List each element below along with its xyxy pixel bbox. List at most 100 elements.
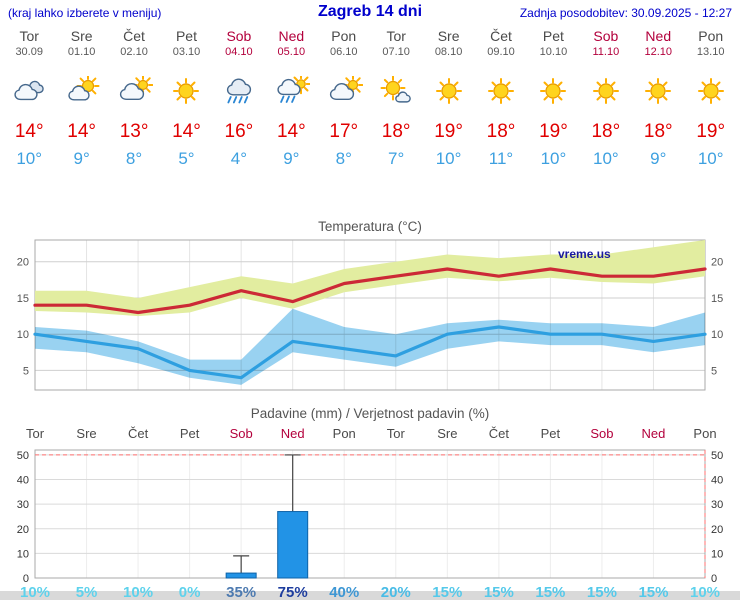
precip-day-label: Pon: [693, 426, 716, 441]
day-icon-wrap: [475, 60, 527, 116]
day-high-temp: 19°: [434, 121, 463, 142]
precip-probability-label: 15%: [535, 584, 565, 600]
day-low-temp: 8°: [335, 149, 352, 168]
day-date-label: 04.10: [225, 46, 253, 58]
day-date-label: 10.10: [539, 46, 568, 58]
precip-bar: [225, 572, 257, 579]
temperature-chart-title: Temperatura (°C): [318, 219, 422, 234]
precip-ytick-right: 20: [711, 524, 723, 536]
day-icon-wrap: [632, 60, 684, 116]
day-date-label: 30.09: [15, 46, 43, 58]
day-low-temp: 9°: [73, 149, 90, 168]
cloudy-icon: [14, 80, 44, 101]
day-icon-wrap: [160, 60, 212, 116]
temp-ytick-left: 15: [17, 293, 29, 305]
day-low-temp: 9°: [650, 149, 667, 168]
precip-day-label: Sre: [437, 426, 457, 441]
day-high-temp: 18°: [643, 121, 673, 142]
day-date-label: 12.10: [644, 46, 673, 58]
forecast-day-column: Sob 11.10 18° 10°: [580, 28, 632, 172]
temp-high-band: [35, 240, 705, 317]
precip-day-label: Čet: [128, 426, 149, 441]
sunny-icon: [173, 78, 200, 104]
day-icon-wrap: [580, 60, 632, 116]
forecast-day-column: Pet 03.10 14° 5°: [160, 28, 212, 172]
day-date-label: 11.10: [592, 46, 620, 58]
precip-ytick-left: 50: [17, 450, 29, 462]
precip-probability-label: 20%: [381, 584, 411, 600]
precip-ytick-right: 10: [711, 548, 723, 560]
forecast-strip: Tor 30.09 14° 10° Sre 01.10 14° 9° Čet 02.10 13° 8°…: [3, 28, 737, 172]
sunny-icon: [645, 78, 672, 104]
forecast-day-column: Sre 08.10 19° 10°: [422, 28, 474, 172]
day-high-temp: 13°: [119, 121, 149, 142]
sunny-icon: [435, 78, 462, 104]
precip-probability-label: 75%: [278, 584, 308, 600]
temp-ytick-right: 10: [711, 329, 723, 341]
day-name-label: Ned: [645, 28, 672, 44]
precip-ytick-left: 30: [17, 499, 29, 511]
day-low-temp: 4°: [230, 149, 248, 168]
last-update-label: Zadnja posodobitev: 30.09.2025 - 12:27: [519, 6, 732, 20]
precip-day-label: Tor: [387, 426, 406, 441]
day-name-label: Tor: [386, 28, 406, 44]
day-low-temp: 11°: [488, 149, 514, 168]
temp-ytick-right: 20: [711, 257, 723, 269]
day-high-temp: 16°: [224, 121, 254, 142]
day-icon-wrap: [55, 60, 107, 116]
day-high-temp: 19°: [696, 121, 726, 142]
day-low-temp: 10°: [435, 149, 462, 168]
rain-sun-icon: [277, 76, 311, 103]
day-date-label: 07.10: [382, 46, 410, 58]
precip-day-label: Čet: [489, 426, 510, 441]
day-icon-wrap: [527, 60, 579, 116]
precip-probability-label: 10%: [123, 584, 153, 600]
day-name-label: Sre: [70, 28, 93, 44]
day-icon-wrap: [3, 60, 55, 116]
precip-ytick-left: 40: [17, 475, 29, 487]
precip-probability-label: 40%: [329, 584, 359, 600]
precip-probability-label: 0%: [179, 584, 201, 600]
temperature-chart: 5 5 10 10 15 15 20 20 vreme.us: [17, 239, 723, 391]
precip-ytick-left: 20: [17, 524, 29, 536]
day-icon-wrap: [422, 60, 474, 116]
day-date-label: 06.10: [329, 46, 358, 58]
precip-probability-label: 10%: [690, 584, 720, 600]
precipitation-chart-title: Padavine (mm) / Verjetnost padavin (%): [250, 406, 490, 421]
day-high-temp: 14°: [67, 121, 96, 142]
forecast-day-column: Tor 07.10 18° 7°: [370, 28, 422, 172]
rain-icon: [226, 78, 251, 104]
day-name-label: Čet: [123, 28, 145, 44]
day-icon-wrap: [108, 60, 160, 116]
mostly-cloudy-icon: [329, 76, 363, 101]
precip-probability-label: 15%: [484, 584, 514, 600]
forecast-day-column: Ned 05.10 14° 9°: [265, 28, 317, 172]
day-low-temp: 10°: [697, 149, 724, 168]
footer-strip: [0, 591, 740, 600]
precip-plot-border: [34, 449, 706, 579]
page-title: Zagreb 14 dni: [317, 3, 423, 20]
day-name-label: Pon: [698, 28, 724, 44]
precip-day-label: Sob: [230, 426, 253, 441]
day-name-label: Pet: [542, 28, 564, 44]
day-icon-wrap: [370, 60, 422, 116]
day-name-label: Tor: [19, 28, 39, 44]
day-high-temp: 14°: [276, 121, 306, 142]
day-name-label: Pet: [175, 28, 197, 44]
temp-ytick-left: 5: [23, 365, 29, 377]
precip-ytick-left: 10: [17, 548, 29, 560]
day-high-temp: 19°: [539, 121, 568, 142]
precip-probability-label: 35%: [226, 584, 256, 600]
day-high-temp: 18°: [381, 121, 411, 142]
forecast-day-column: Tor 30.09 14° 10°: [3, 28, 55, 172]
precip-probability-label: 15%: [432, 584, 462, 600]
precip-day-label: Pet: [541, 426, 561, 441]
watermark: vreme.us: [558, 247, 611, 261]
menu-hint-note: (kraj lahko izberete v meniju): [8, 6, 162, 20]
temp-low-line: [33, 325, 707, 380]
precip-bar: [277, 511, 309, 579]
day-date-label: 02.10: [120, 46, 148, 58]
precip-day-label: Ned: [642, 426, 666, 441]
forecast-day-column: Ned 12.10 18° 9°: [632, 28, 684, 172]
day-name-label: Sob: [593, 28, 619, 44]
